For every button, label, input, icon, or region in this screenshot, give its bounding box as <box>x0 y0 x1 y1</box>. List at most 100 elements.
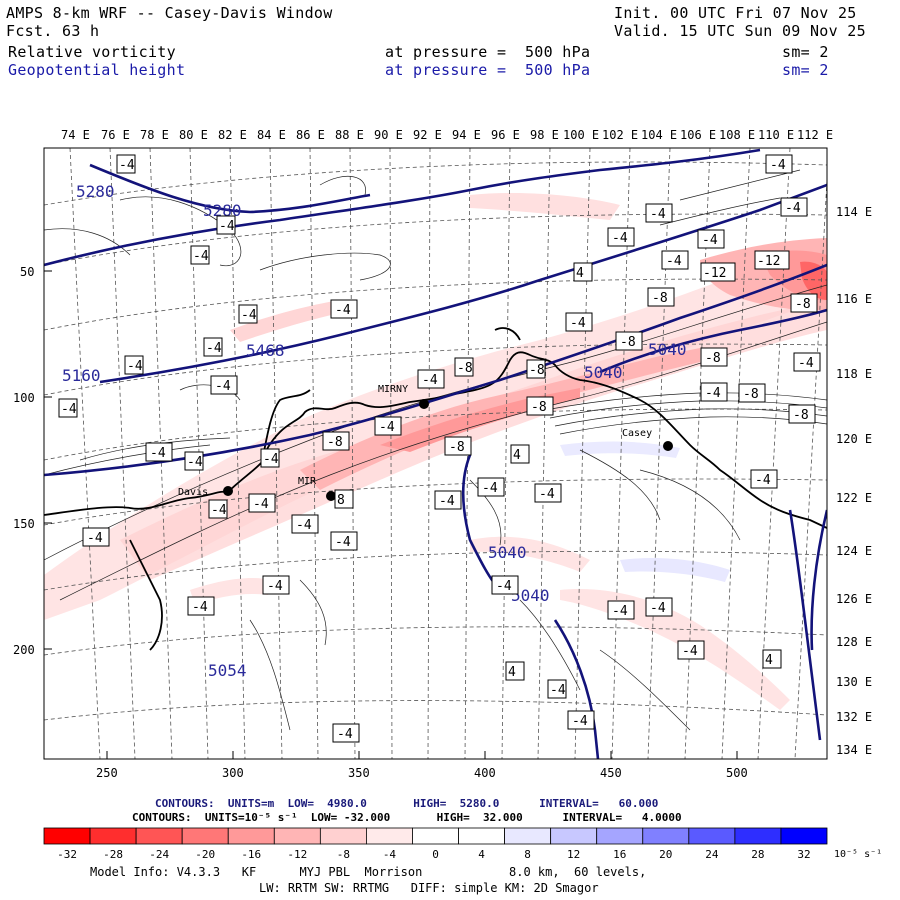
colorbar-cell <box>550 827 598 845</box>
vort-label: -4 <box>765 154 793 174</box>
svg-text:-4: -4 <box>682 644 698 659</box>
svg-text:-4: -4 <box>296 518 312 533</box>
colorbar-tick-label: 4 <box>478 848 485 861</box>
lon-label: 82 E <box>218 128 247 142</box>
y-axis-label: 150 <box>13 517 35 531</box>
lon-label: 102 E <box>602 128 638 142</box>
vort-label: -4 <box>434 490 462 510</box>
axis-ticks <box>44 270 738 759</box>
physics-info: LW: RRTM SW: RRTMG DIFF: simple KM: 2D S… <box>259 881 599 895</box>
model-info: Model Info: V4.3.3 KF MYJ PBL Morrison 8… <box>90 865 647 879</box>
svg-text:4: 4 <box>765 653 773 668</box>
svg-text:-4: -4 <box>770 158 786 173</box>
svg-text:-4: -4 <box>87 531 103 546</box>
vort-label: 4 <box>573 262 593 282</box>
svg-text:-8: -8 <box>705 351 721 366</box>
svg-text:-4: -4 <box>219 219 235 234</box>
vort-label: -4 <box>607 227 635 247</box>
top-longitude-labels: 74 E 76 E 78 E 80 E 82 E 84 E 86 E 88 E … <box>61 128 833 142</box>
vort-label: -4 <box>260 448 280 468</box>
vort-label: 8 <box>334 489 354 509</box>
vort-label: -8 <box>322 431 350 451</box>
colorbar-tick-label: -24 <box>149 848 169 861</box>
svg-text:-4: -4 <box>263 452 279 467</box>
svg-text:-4: -4 <box>206 341 222 356</box>
vort-label: -4 <box>793 352 821 372</box>
vort-label: -4 <box>491 575 519 595</box>
vort-label: -8 <box>444 436 472 456</box>
svg-text:-8: -8 <box>327 435 343 450</box>
vort-label: -4 <box>184 451 204 471</box>
vort-label: -4 <box>291 514 319 534</box>
svg-text:-8: -8 <box>449 440 465 455</box>
colorbar-cell <box>273 827 321 845</box>
svg-text:-4: -4 <box>215 379 231 394</box>
vort-label: -8 <box>647 287 675 307</box>
vort-label: -4 <box>210 375 238 395</box>
colorbar-cell <box>227 827 275 845</box>
lon-label: 126 E <box>836 592 872 606</box>
svg-text:-4: -4 <box>550 683 566 698</box>
svg-text:-8: -8 <box>652 291 668 306</box>
field1-smoothing: sm= 2 <box>782 43 829 61</box>
field2-name: Geopotential height <box>8 61 186 79</box>
vorticity-contour-labels: -4 -4 -4 -4 -4 -4 -4 -4 -4 -4 -4 -4 -8 -… <box>58 154 821 743</box>
svg-text:-4: -4 <box>422 373 438 388</box>
vort-label: -8 <box>788 404 816 424</box>
vort-label: -4 <box>477 477 505 497</box>
lon-label: 132 E <box>836 710 872 724</box>
svg-text:-4: -4 <box>650 601 666 616</box>
vort-label: -4 <box>262 575 290 595</box>
vort-label: -4 <box>187 596 215 616</box>
x-axis-label: 350 <box>348 766 370 780</box>
svg-text:-8: -8 <box>793 408 809 423</box>
field1-level: at pressure = 500 hPa <box>385 43 591 61</box>
lon-label: 122 E <box>836 491 872 505</box>
station-markers <box>223 399 673 501</box>
init-time: Init. 00 UTC Fri 07 Nov 25 <box>614 4 857 22</box>
svg-text:-8: -8 <box>529 363 545 378</box>
svg-text:-4: -4 <box>187 455 203 470</box>
svg-text:-4: -4 <box>570 316 586 331</box>
vort-label: -12 <box>700 262 736 282</box>
vort-label: -4 <box>645 597 673 617</box>
colorbar-tick-label: 16 <box>613 848 626 861</box>
colorbar-tick-label: 24 <box>705 848 719 861</box>
vort-label: -4 <box>116 154 136 174</box>
colorbar-cell <box>642 827 690 845</box>
vort-label: -4 <box>124 355 144 375</box>
vort-label: -4 <box>780 197 808 217</box>
height-label: 5040 <box>584 363 623 382</box>
vort-label: -4 <box>203 337 223 357</box>
forecast-hour: 63 h <box>62 22 100 40</box>
colorbar-tick-label: -4 <box>383 848 397 861</box>
map-title: AMPS 8-km WRF -- Casey-Davis Window <box>6 4 333 22</box>
lon-label: 134 E <box>836 743 872 757</box>
x-axis-label: 450 <box>600 766 622 780</box>
lon-label: 124 E <box>836 544 872 558</box>
station-label: Davis <box>178 487 208 498</box>
colorbar: -32 -28 -24 -20 -16 -12 -8 -4 0 4 8 12 16 20 24 28 32 10… <box>43 827 882 861</box>
svg-text:-4: -4 <box>612 604 628 619</box>
lon-label: 100 E <box>563 128 599 142</box>
vort-label: -4 <box>374 416 402 436</box>
vort-label: -4 <box>330 299 358 319</box>
vort-label: -4 <box>661 250 689 270</box>
lon-label: 94 E <box>452 128 481 142</box>
svg-text:-4: -4 <box>439 494 455 509</box>
colorbar-tick-label: -16 <box>241 848 261 861</box>
colorbar-cell <box>458 827 505 845</box>
colorbar-cell <box>135 827 183 845</box>
lat-lon-grid <box>44 148 827 759</box>
vort-label: 4 <box>505 661 525 681</box>
height-label: 5040 <box>488 543 527 562</box>
vorticity-contour-info: CONTOURS: UNITS=10⁻⁵ s⁻¹ LOW= -32.000 HI… <box>132 811 682 824</box>
vort-label: -8 <box>700 347 728 367</box>
svg-text:-4: -4 <box>785 201 801 216</box>
svg-text:-4: -4 <box>539 487 555 502</box>
svg-text:-8: -8 <box>795 297 811 312</box>
vort-label: -4 <box>248 493 276 513</box>
station-label: Casey <box>622 428 652 439</box>
